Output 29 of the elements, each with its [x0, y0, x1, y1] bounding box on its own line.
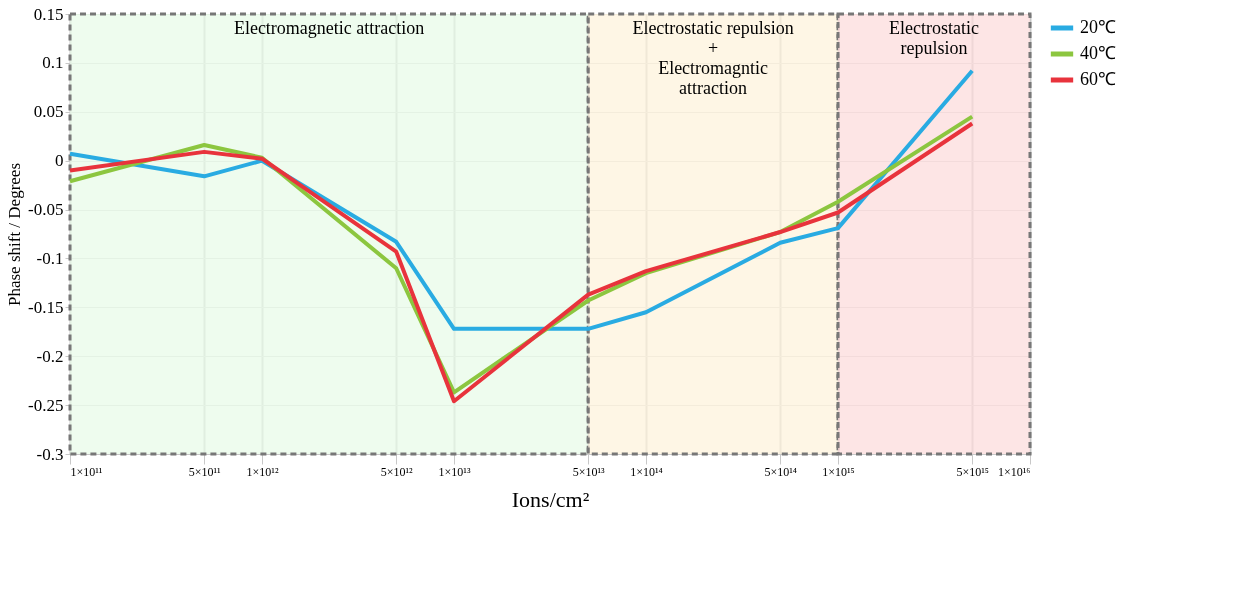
x-tick-label: 5×10¹¹ [188, 464, 222, 479]
x-tick-label: 1×10¹⁶ [997, 464, 1031, 479]
y-tick-label: 0.05 [33, 102, 64, 122]
y-tick-label: -0.25 [28, 395, 64, 415]
x-tick-label: 1×10¹³ [438, 464, 471, 479]
y-axis-title: Phase shift / Degrees [5, 162, 25, 307]
x-tick-label: 1×10¹² [246, 464, 279, 479]
y-tick-label: 0 [55, 151, 64, 171]
y-tick-label: -0.3 [36, 444, 64, 464]
y-tick-label: 0.1 [42, 53, 64, 73]
x-tick-label: 5×10¹² [380, 464, 414, 479]
legend-label: 40℃ [1080, 43, 1116, 63]
y-tick-label: -0.2 [36, 346, 64, 366]
legend-label: 20℃ [1080, 17, 1116, 37]
y-tick-label: 0.15 [33, 4, 64, 24]
x-tick-label: 5×10¹⁵ [956, 464, 989, 479]
x-tick-label: 5×10¹⁴ [764, 464, 797, 479]
x-tick-label: 1×10¹⁵ [822, 464, 855, 479]
x-tick-label: 5×10¹³ [572, 464, 606, 479]
y-tick-label: -0.05 [28, 200, 64, 220]
band-label: Electrostatic repulsion [889, 18, 979, 58]
band-label: Electromagnetic attraction [233, 18, 425, 38]
y-tick-label: -0.1 [36, 248, 64, 268]
band-label: Electrostatic repulsion + Electromagntic attraction [632, 18, 794, 98]
x-axis-title: Ions/cm² [511, 486, 590, 512]
legend-label: 60℃ [1080, 69, 1116, 89]
x-tick-label: 1×10¹⁴ [630, 464, 663, 479]
y-tick-label: -0.15 [28, 297, 64, 317]
x-tick-label: 1×10¹¹ [70, 464, 103, 479]
